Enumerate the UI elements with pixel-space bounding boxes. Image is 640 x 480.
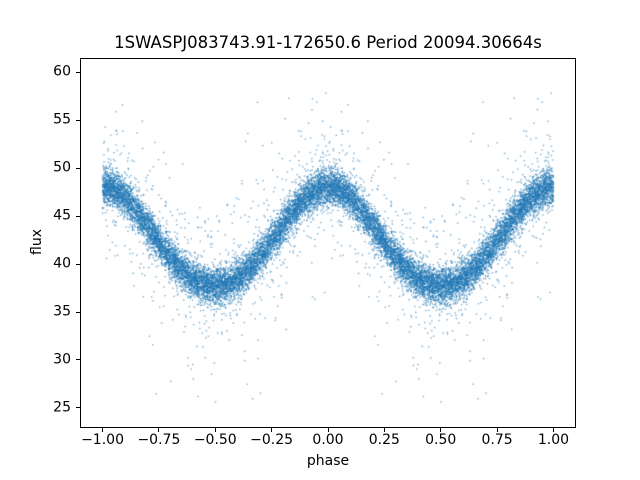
x-tick-label: 0.75 (481, 432, 513, 448)
x-tick-label: −1.00 (81, 432, 124, 448)
x-tick-label: 0.25 (368, 432, 400, 448)
y-tick-mark (76, 263, 80, 265)
plot-frame (80, 58, 576, 428)
x-tick-mark (214, 428, 216, 432)
y-tick-label: 35 (53, 303, 71, 320)
x-tick-label: 0.00 (312, 432, 344, 448)
x-tick-label: 0.50 (425, 432, 457, 448)
y-tick-mark (76, 215, 80, 217)
x-tick-mark (440, 428, 442, 432)
x-tick-label: −0.25 (250, 432, 294, 448)
y-tick-label: 45 (53, 207, 71, 224)
y-tick-mark (76, 311, 80, 313)
x-axis-label: phase (306, 453, 350, 469)
x-tick-mark (102, 428, 104, 432)
y-axis-label: flux (29, 229, 45, 255)
y-tick-label: 50 (53, 159, 71, 176)
y-tick-label: 40 (53, 255, 71, 272)
y-tick-label: 55 (53, 111, 71, 128)
x-tick-mark (552, 428, 554, 432)
chart-title: 1SWASPJ083743.91-172650.6 Period 20094.3… (114, 33, 542, 52)
y-tick-label: 30 (53, 351, 71, 368)
y-tick-mark (76, 71, 80, 73)
x-tick-label: 1.00 (537, 432, 570, 448)
y-tick-mark (76, 359, 80, 361)
x-tick-mark (383, 428, 385, 432)
x-tick-mark (327, 428, 329, 432)
y-tick-label: 25 (53, 399, 71, 416)
x-tick-mark (158, 428, 160, 432)
y-tick-mark (76, 167, 80, 169)
y-tick-mark (76, 119, 80, 121)
x-tick-label: −0.50 (193, 432, 237, 448)
x-tick-mark (496, 428, 498, 432)
y-tick-mark (76, 407, 80, 409)
x-tick-mark (271, 428, 273, 432)
y-tick-label: 60 (53, 63, 71, 80)
x-tick-label: −0.75 (137, 432, 181, 448)
